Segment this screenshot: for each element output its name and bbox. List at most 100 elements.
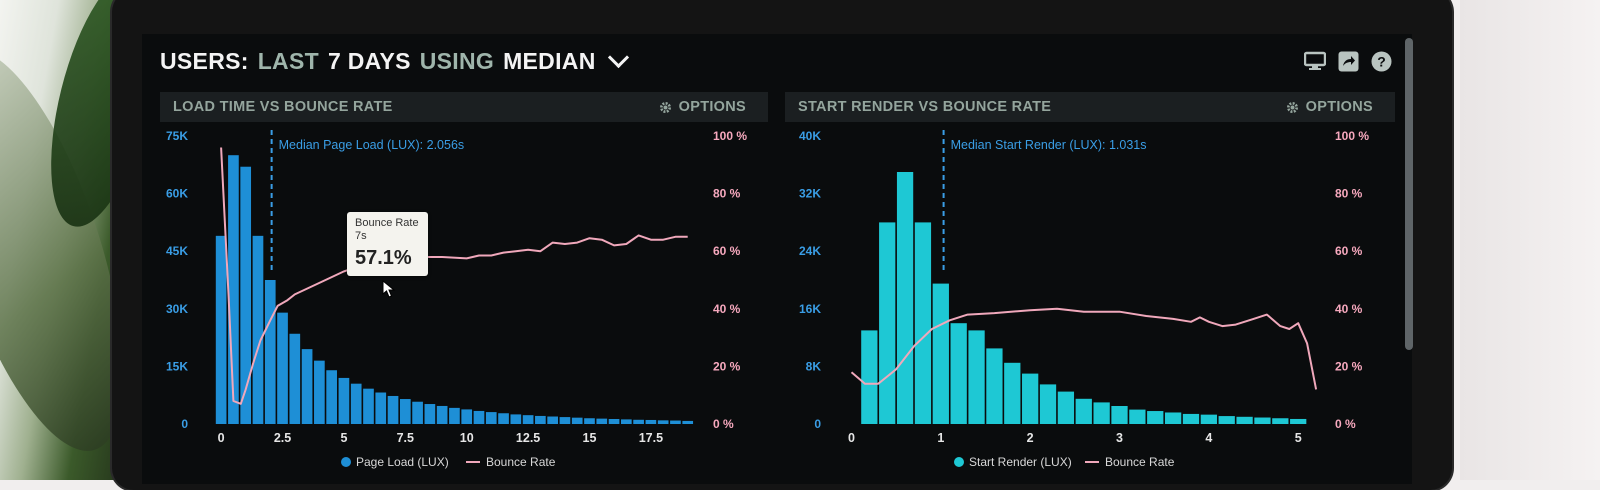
bar bbox=[449, 407, 460, 424]
x-tick-label: 10 bbox=[460, 431, 474, 445]
bar bbox=[289, 333, 301, 424]
dashboard-screen: USERS: LAST 7 DAYS USING MEDIAN ? LOAD T… bbox=[142, 34, 1412, 484]
bar bbox=[1236, 416, 1253, 424]
y-tick-label: 40K bbox=[799, 129, 821, 143]
load-time-panel: LOAD TIME VS BOUNCE RATE OPTIONS 0 15K 30K… bbox=[160, 92, 768, 484]
y2-tick-label: 80 % bbox=[713, 187, 741, 201]
cursor-icon bbox=[382, 280, 396, 298]
y2-tick-label: 0 % bbox=[1335, 417, 1356, 431]
options-label: OPTIONS bbox=[1305, 99, 1373, 115]
bar bbox=[1129, 409, 1146, 424]
bar bbox=[1075, 398, 1092, 424]
options-label: OPTIONS bbox=[678, 99, 746, 115]
x-tick-label: 2.5 bbox=[274, 431, 291, 445]
help-icon[interactable]: ? bbox=[1370, 50, 1392, 72]
y-tick-label: 32K bbox=[799, 187, 821, 201]
tooltip-value: 57.1% bbox=[355, 247, 412, 269]
bar bbox=[1147, 411, 1164, 424]
scrollbar[interactable] bbox=[1405, 38, 1413, 350]
y-tick-label: 45K bbox=[166, 244, 188, 258]
panel-title: LOAD TIME VS BOUNCE RATE bbox=[173, 99, 393, 115]
y-tick-label: 0 bbox=[814, 417, 821, 431]
y-tick-label: 60K bbox=[166, 187, 188, 201]
bar bbox=[1272, 418, 1289, 424]
y-tick-label: 75K bbox=[166, 129, 188, 143]
y-tick-label: 15K bbox=[166, 359, 188, 373]
y2-tick-label: 100 % bbox=[713, 129, 747, 143]
bar bbox=[1057, 391, 1075, 424]
y2-tick-label: 0 % bbox=[713, 417, 734, 431]
x-tick-label: 17.5 bbox=[639, 431, 663, 445]
bar bbox=[682, 420, 694, 424]
gear-icon bbox=[1286, 101, 1298, 113]
y2-tick-label: 20 % bbox=[1335, 359, 1363, 373]
panel-title: START RENDER VS BOUNCE RATE bbox=[798, 99, 1052, 115]
y-tick-label: 0 bbox=[181, 417, 188, 431]
bar bbox=[350, 383, 362, 424]
gear-icon bbox=[659, 101, 671, 113]
bar bbox=[375, 392, 387, 424]
y-tick-label: 24K bbox=[799, 244, 821, 258]
bar bbox=[522, 415, 534, 424]
options-button[interactable]: OPTIONS bbox=[659, 99, 746, 115]
bar bbox=[932, 283, 949, 424]
options-button[interactable]: OPTIONS bbox=[1286, 99, 1373, 115]
bounce-rate-line bbox=[850, 307, 1318, 390]
x-tick-label: 4 bbox=[1205, 431, 1212, 445]
start-render-panel: START RENDER VS BOUNCE RATE OPTIONS 0 8K 1… bbox=[785, 92, 1395, 484]
bar bbox=[1093, 402, 1110, 424]
bar bbox=[473, 410, 485, 424]
x-tick-label: 5 bbox=[340, 431, 347, 445]
bar bbox=[950, 323, 967, 424]
bar bbox=[645, 419, 657, 424]
bar bbox=[485, 412, 497, 424]
bar bbox=[584, 418, 595, 424]
x-tick-label: 12.5 bbox=[516, 431, 540, 445]
y-tick-label: 8K bbox=[806, 359, 822, 373]
bar bbox=[986, 348, 1003, 424]
bar bbox=[240, 166, 252, 424]
load-time-chart: 0 15K 30K 45K 60K 75K 0 % 20 % 40 % 60 % 80 % 100 %… bbox=[166, 129, 747, 469]
median-label: Median Page Load (LUX): 2.056s bbox=[279, 138, 465, 152]
bar bbox=[596, 418, 608, 424]
bar bbox=[1182, 413, 1200, 424]
x-tick-label: 1 bbox=[937, 431, 944, 445]
bar bbox=[387, 395, 399, 424]
bar bbox=[861, 330, 878, 424]
bar bbox=[326, 370, 337, 424]
median-dropdown[interactable]: MEDIAN bbox=[503, 48, 596, 74]
x-tick-label: 7.5 bbox=[397, 431, 414, 445]
y-tick-label: 16K bbox=[799, 302, 821, 316]
svg-text:?: ? bbox=[1377, 53, 1386, 69]
bar bbox=[412, 401, 423, 424]
y2-tick-label: 100 % bbox=[1335, 129, 1369, 143]
share-icon[interactable] bbox=[1337, 50, 1359, 72]
tooltip-title: Bounce Rate bbox=[355, 217, 419, 229]
y2-tick-label: 40 % bbox=[713, 302, 741, 316]
bar bbox=[914, 222, 932, 424]
bar bbox=[301, 349, 313, 424]
bar bbox=[896, 172, 914, 424]
legend-marker-dot bbox=[954, 457, 964, 467]
bar bbox=[1200, 414, 1217, 424]
bar bbox=[252, 235, 264, 424]
y2-tick-label: 80 % bbox=[1335, 187, 1363, 201]
x-tick-label: 5 bbox=[1295, 431, 1302, 445]
bar bbox=[1004, 362, 1021, 424]
legend-label: Bounce Rate bbox=[486, 455, 556, 469]
legend-label: Page Load (LUX) bbox=[356, 455, 449, 469]
title-part: 7 DAYS bbox=[327, 48, 411, 74]
monitor-icon[interactable] bbox=[1304, 50, 1326, 72]
bar bbox=[1218, 416, 1235, 424]
bar bbox=[510, 414, 522, 424]
page-title: USERS: LAST 7 DAYS USING MEDIAN bbox=[160, 46, 629, 75]
bar bbox=[338, 377, 350, 424]
x-tick-label: 3 bbox=[1116, 431, 1123, 445]
legend-label: Bounce Rate bbox=[1105, 455, 1175, 469]
bar bbox=[968, 330, 985, 424]
chevron-down-icon[interactable] bbox=[607, 46, 629, 69]
header-toolbar: ? bbox=[1304, 50, 1392, 72]
bar bbox=[559, 417, 571, 424]
bar bbox=[879, 222, 896, 424]
bar bbox=[657, 420, 669, 424]
